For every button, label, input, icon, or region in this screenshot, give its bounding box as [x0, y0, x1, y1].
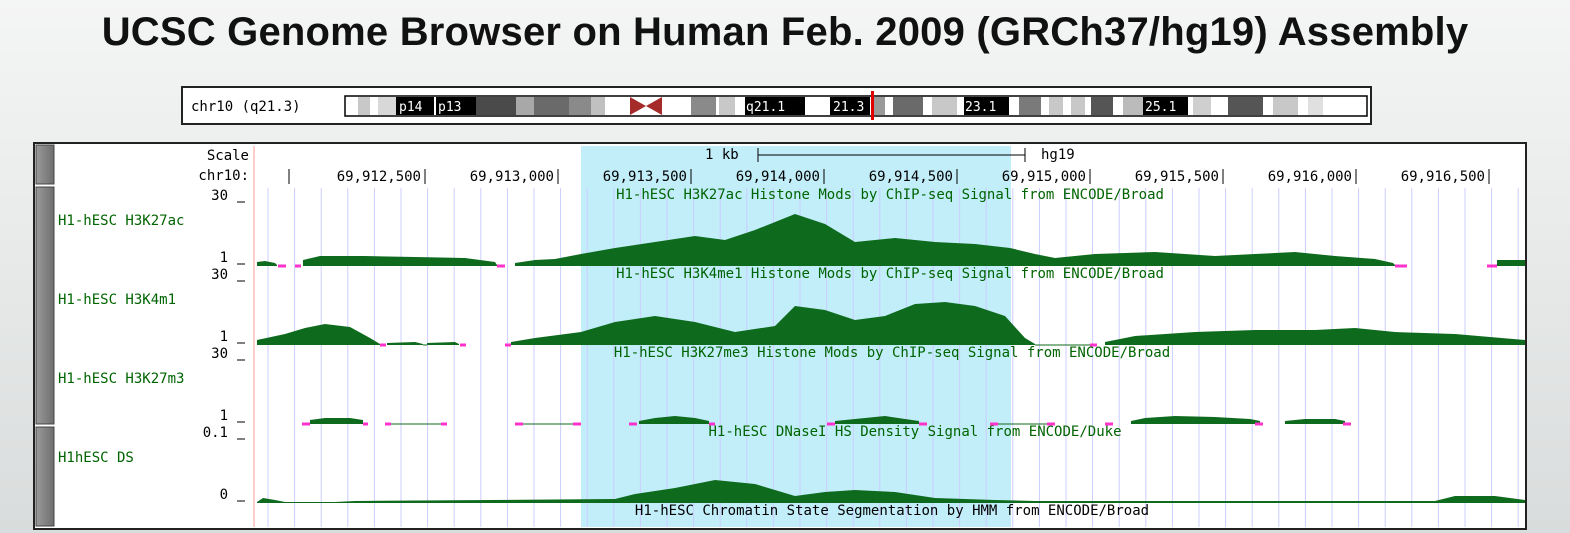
- browser-tracks-panel[interactable]: Scale chr10: 1 kb hg19 69,912,500 69,913…: [33, 142, 1527, 530]
- scale-label: Scale: [207, 148, 249, 164]
- coordinate-label: 69,913,000: [470, 169, 554, 185]
- assembly-label: hg19: [1041, 147, 1075, 163]
- signal-area: [515, 214, 1395, 266]
- coordinate-label: 69,913,500: [603, 169, 687, 185]
- band-label: 21.3: [833, 100, 864, 115]
- ideogram-band-labels: p14 p13 q21.1 21.3 23.1 25.1: [399, 100, 1176, 115]
- track-title[interactable]: H1-hESC H3K4me1 Histone Mods by ChIP-seq…: [616, 266, 1164, 282]
- coordinate-ticks: [288, 169, 1490, 184]
- signal-area: [1105, 328, 1525, 345]
- signal-area: [427, 342, 459, 345]
- track-min-label: 1: [220, 250, 228, 266]
- track-min-label: 1: [220, 329, 228, 345]
- coordinate-label: 69,914,500: [869, 169, 953, 185]
- ruler-side-button[interactable]: [35, 144, 55, 185]
- track-short-label[interactable]: H1-hESC H3K4m1: [58, 292, 176, 308]
- signal-area: [511, 302, 1035, 345]
- signal-area: [1285, 419, 1345, 424]
- chromosome-position-label: chr10:: [198, 168, 249, 184]
- coordinate-label: 69,914,000: [736, 169, 820, 185]
- track-min-label: 1: [220, 408, 228, 424]
- signal-area: [303, 256, 497, 266]
- current-position-marker: [871, 91, 874, 120]
- signal-area: [1497, 260, 1525, 266]
- track-max-label: 30: [211, 188, 228, 204]
- track-short-label[interactable]: H1-hESC H3K27m3: [58, 371, 184, 387]
- scale-bar: [757, 148, 1026, 162]
- track-side-button[interactable]: [35, 426, 55, 527]
- track-max-label: 30: [211, 267, 228, 283]
- coordinate-label: 69,912,500: [337, 169, 421, 185]
- track-title[interactable]: H1-hESC Chromatin State Segmentation by …: [635, 503, 1149, 519]
- track-max-label: 0.1: [203, 425, 228, 441]
- band-label: p13: [438, 100, 461, 115]
- chromosome-label: chr10 (q21.3): [191, 99, 301, 115]
- band-label: 23.1: [965, 100, 996, 115]
- band-label: 25.1: [1145, 100, 1176, 115]
- signal-area: [387, 342, 423, 345]
- signal-area: [835, 416, 919, 424]
- band-label: q21.1: [746, 100, 785, 115]
- band-label: p14: [399, 100, 423, 115]
- signal-area: [639, 416, 709, 424]
- signal-tracks: [257, 214, 1525, 503]
- track-titles: H1-hESC H3K27ac Histone Mods by ChIP-seq…: [614, 187, 1170, 519]
- coordinate-label: 69,915,500: [1135, 169, 1219, 185]
- coordinate-label: 69,916,000: [1268, 169, 1352, 185]
- signal-area: [257, 324, 380, 345]
- signal-area: [1131, 416, 1260, 424]
- signal-area: [257, 480, 1525, 503]
- track-title[interactable]: H1-hESC H3K27me3 Histone Mods by ChIP-se…: [614, 345, 1170, 361]
- signal-area: [310, 418, 363, 424]
- track-title[interactable]: H1-hESC DNaseI HS Density Signal from EN…: [708, 424, 1121, 440]
- track-axis-labels: 30 1 30 1 30 1 0.1 0: [203, 188, 228, 503]
- signal-area: [257, 261, 277, 266]
- axis-tick-marks: [237, 201, 245, 502]
- coordinate-ruler: 69,912,500 69,913,000 69,913,500 69,914,…: [337, 169, 1485, 185]
- page-title: UCSC Genome Browser on Human Feb. 2009 (…: [101, 10, 1469, 54]
- track-short-label[interactable]: H1hESC DS: [58, 450, 134, 466]
- track-short-labels: H1-hESC H3K27ac H1-hESC H3K4m1 H1-hESC H…: [58, 213, 184, 466]
- coordinate-label: 69,915,000: [1002, 169, 1086, 185]
- chromosome-ideogram[interactable]: chr10 (q21.3): [181, 86, 1372, 125]
- track-max-label: 30: [211, 346, 228, 362]
- track-side-button[interactable]: [35, 186, 55, 425]
- track-side-buttons: [35, 144, 55, 527]
- track-min-label: 0: [220, 487, 228, 503]
- ideogram-bands: [344, 95, 1368, 117]
- track-short-label[interactable]: H1-hESC H3K27ac: [58, 213, 184, 229]
- coordinate-label: 69,916,500: [1401, 169, 1485, 185]
- track-title[interactable]: H1-hESC H3K27ac Histone Mods by ChIP-seq…: [616, 187, 1164, 203]
- scale-value: 1 kb: [705, 147, 739, 163]
